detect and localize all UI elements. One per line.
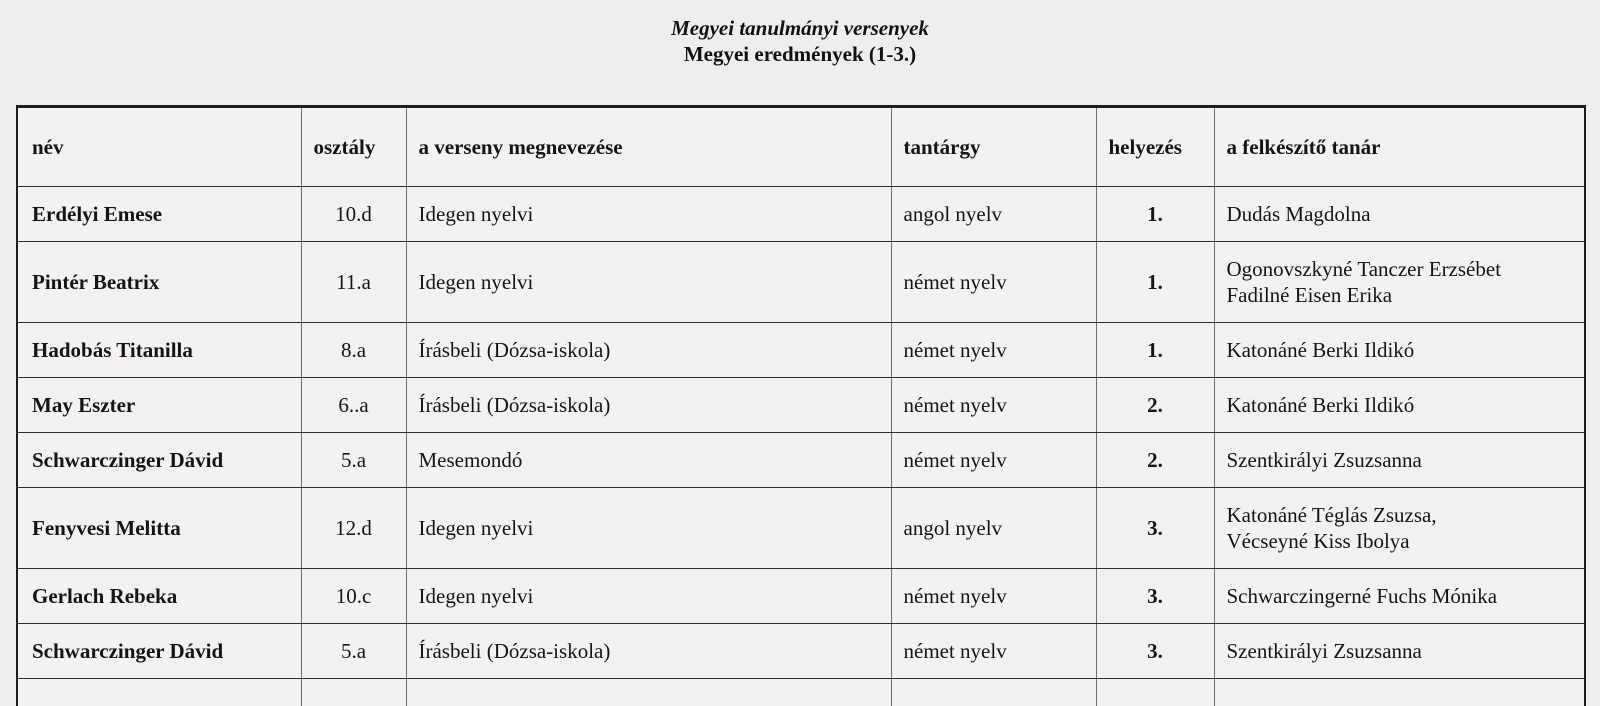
- cell-cropped: [405, 678, 892, 706]
- table-row-cropped: [16, 678, 1586, 706]
- cell-nev: Erdélyi Emese: [16, 186, 302, 242]
- column-header-tantargy: tantárgy: [890, 106, 1097, 187]
- page-subtitle: Megyei eredmények (1-3.): [683, 42, 917, 66]
- column-header-verseny: a verseny megnevezése: [405, 106, 892, 187]
- cell-tantargy: német nyelv: [890, 322, 1097, 378]
- cell-nev: Schwarczinger Dávid: [16, 432, 302, 488]
- cell-nev: Schwarczinger Dávid: [16, 623, 302, 679]
- table-row: Erdélyi Emese 10.d Idegen nyelvi angol n…: [16, 186, 1586, 242]
- table-row: Hadobás Titanilla 8.a Írásbeli (Dózsa-is…: [16, 322, 1586, 378]
- cell-tanar: Schwarczingerné Fuchs Mónika: [1213, 568, 1586, 624]
- table-row: Gerlach Rebeka 10.c Idegen nyelvi német …: [16, 568, 1586, 624]
- table-row: Schwarczinger Dávid 5.a Mesemondó német …: [16, 432, 1586, 488]
- cell-helyezes: 1.: [1095, 241, 1215, 323]
- cell-cropped: [1213, 678, 1586, 706]
- cell-verseny: Írásbeli (Dózsa-iskola): [405, 377, 892, 433]
- cell-cropped: [890, 678, 1097, 706]
- cell-tantargy: angol nyelv: [890, 487, 1097, 569]
- cell-osztaly: 10.c: [300, 568, 407, 624]
- column-header-helyezes: helyezés: [1095, 106, 1215, 187]
- cell-nev: May Eszter: [16, 377, 302, 433]
- results-table: név osztály a verseny megnevezése tantár…: [16, 105, 1586, 706]
- document-header: Megyei tanulmányi versenyek Megyei eredm…: [0, 0, 1600, 68]
- table-body: Erdélyi Emese 10.d Idegen nyelvi angol n…: [16, 186, 1586, 706]
- cell-osztaly: 8.a: [300, 322, 407, 378]
- table-row: Fenyvesi Melitta 12.d Idegen nyelvi ango…: [16, 487, 1586, 569]
- cell-verseny: Írásbeli (Dózsa-iskola): [405, 623, 892, 679]
- cell-verseny: Mesemondó: [405, 432, 892, 488]
- cell-verseny: Idegen nyelvi: [405, 487, 892, 569]
- column-header-osztaly: osztály: [300, 106, 407, 187]
- cell-tantargy: német nyelv: [890, 377, 1097, 433]
- table-row: Pintér Beatrix 11.a Idegen nyelvi német …: [16, 241, 1586, 323]
- cell-helyezes: 2.: [1095, 377, 1215, 433]
- cell-helyezes: 1.: [1095, 186, 1215, 242]
- column-header-tanar: a felkészítő tanár: [1213, 106, 1586, 187]
- cell-verseny: Idegen nyelvi: [405, 241, 892, 323]
- table-row: Schwarczinger Dávid 5.a Írásbeli (Dózsa-…: [16, 623, 1586, 679]
- cell-tanar: Dudás Magdolna: [1213, 186, 1586, 242]
- cell-cropped: [16, 678, 302, 706]
- cell-tantargy: német nyelv: [890, 241, 1097, 323]
- cell-osztaly: 11.a: [300, 241, 407, 323]
- cell-tantargy: német nyelv: [890, 623, 1097, 679]
- cell-osztaly: 12.d: [300, 487, 407, 569]
- cell-cropped: [1095, 678, 1215, 706]
- cell-osztaly: 5.a: [300, 623, 407, 679]
- cell-verseny: Idegen nyelvi: [405, 568, 892, 624]
- column-header-nev: név: [16, 106, 302, 187]
- page-title: Megyei tanulmányi versenyek: [671, 16, 929, 40]
- cell-nev: Hadobás Titanilla: [16, 322, 302, 378]
- cell-tantargy: német nyelv: [890, 568, 1097, 624]
- cell-nev: Gerlach Rebeka: [16, 568, 302, 624]
- cell-helyezes: 3.: [1095, 487, 1215, 569]
- cell-tanar: Katonáné Berki Ildikó: [1213, 377, 1586, 433]
- cell-helyezes: 3.: [1095, 568, 1215, 624]
- cell-cropped: [300, 678, 407, 706]
- table-header-row: név osztály a verseny megnevezése tantár…: [16, 106, 1586, 187]
- cell-helyezes: 3.: [1095, 623, 1215, 679]
- cell-tanar: Ogonovszkyné Tanczer Erzsébet Fadilné Eis…: [1213, 241, 1586, 323]
- cell-tanar: Katonáné Téglás Zsuzsa, Vécseyné Kiss Ibo…: [1213, 487, 1586, 569]
- cell-tantargy: angol nyelv: [890, 186, 1097, 242]
- table-row: May Eszter 6..a Írásbeli (Dózsa-iskola) …: [16, 377, 1586, 433]
- cell-helyezes: 2.: [1095, 432, 1215, 488]
- results-table-wrapper: név osztály a verseny megnevezése tantár…: [16, 105, 1586, 706]
- cell-osztaly: 5.a: [300, 432, 407, 488]
- cell-osztaly: 6..a: [300, 377, 407, 433]
- cell-nev: Fenyvesi Melitta: [16, 487, 302, 569]
- cell-tanar: Katonáné Berki Ildikó: [1213, 322, 1586, 378]
- cell-tanar: Szentkirályi Zsuzsanna: [1213, 623, 1586, 679]
- cell-nev: Pintér Beatrix: [16, 241, 302, 323]
- cell-tantargy: német nyelv: [890, 432, 1097, 488]
- cell-verseny: Írásbeli (Dózsa-iskola): [405, 322, 892, 378]
- cell-tanar: Szentkirályi Zsuzsanna: [1213, 432, 1586, 488]
- cell-verseny: Idegen nyelvi: [405, 186, 892, 242]
- cell-helyezes: 1.: [1095, 322, 1215, 378]
- cell-osztaly: 10.d: [300, 186, 407, 242]
